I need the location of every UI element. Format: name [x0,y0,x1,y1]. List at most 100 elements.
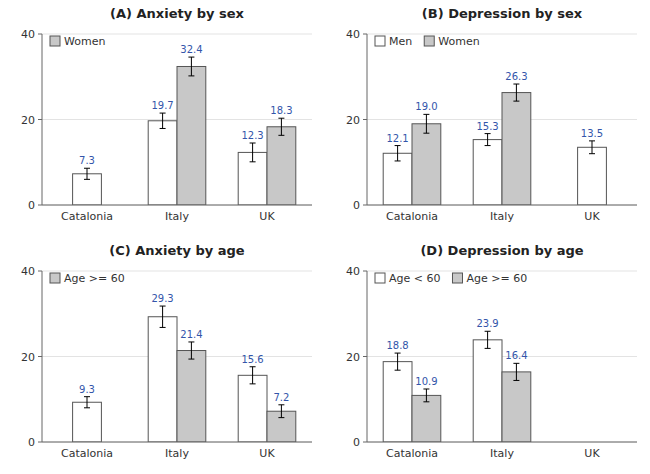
bar [502,372,531,442]
error-bar [84,397,90,408]
error-bar [423,114,429,133]
legend: Women [50,35,105,48]
grid-line [42,442,312,443]
bar [267,127,296,205]
panel: (D) Depression by age0204018.810.923.916… [346,243,637,460]
error-bar [250,143,256,162]
plot-area [73,306,296,442]
x-axis [42,205,312,206]
x-tick-label: Catalonia [386,447,438,460]
data-label: 29.3 [151,293,173,304]
data-label: 32.4 [180,44,202,55]
error-bar [589,141,595,154]
error-bar [395,353,401,370]
y-tick [38,119,42,120]
y-tick-label: 20 [21,114,35,127]
data-label: 12.3 [241,130,263,141]
data-labels: 9.3 29.3 21.4 15.6 7.2 [79,293,289,403]
x-axis [367,205,637,206]
error-bar [485,134,491,146]
y-tick [38,34,42,35]
error-bar [395,146,401,161]
x-tick-label: Catalonia [61,210,113,223]
legend-item: Age >= 60 [452,272,527,285]
x-tick-label: Catalonia [386,210,438,223]
data-label: 15.6 [241,354,263,365]
error-bar [513,84,519,101]
title: (C) Anxiety by age [109,243,245,258]
data-label: 18.8 [386,340,408,351]
legend-item: Men [375,35,412,48]
data-label: 16.4 [505,350,527,361]
bar [412,395,441,442]
data-label: 26.3 [505,71,527,82]
y-tick [38,271,42,272]
x-tick-label: UK [259,447,275,460]
title: (B) Depression by sex [422,6,583,21]
legend: Men Women [375,35,480,48]
error-bar [278,405,284,418]
grid-line [367,205,637,206]
bar [578,147,607,205]
y-tick [363,34,367,35]
legend-swatch [424,36,434,46]
data-label: 19.7 [151,100,173,111]
y-tick [363,356,367,357]
y-tick [363,271,367,272]
legend-item: Women [50,35,105,48]
x-tick-label: UK [584,447,600,460]
error-bar [513,363,519,380]
legend-swatch [375,273,385,283]
y-tick [363,119,367,120]
bar [473,140,502,205]
bar [177,351,206,442]
legend-item: Women [424,35,479,48]
legend-item: Age >= 60 [50,272,125,285]
data-label: 18.3 [270,105,292,116]
bar [177,66,206,205]
data-labels: 12.119.015.326.313.5 [386,71,603,144]
figure: (A) Anxiety by sex020407.319.732.412.318… [0,0,650,474]
x-tick-label: UK [259,210,275,223]
data-label: 21.4 [180,329,202,340]
legend-label: Women [64,35,105,48]
bar [412,124,441,205]
y-tick-label: 20 [21,351,35,364]
data-label: 19.0 [415,101,437,112]
x-tick-label: Catalonia [61,447,113,460]
y-tick [38,442,42,443]
error-bar [250,367,256,384]
legend: Age >= 60 [50,272,125,285]
y-tick-label: 20 [346,351,360,364]
error-bar [188,57,194,76]
data-label: 9.3 [79,384,95,395]
y-axis [42,271,43,442]
data-label: 12.1 [386,133,408,144]
data-label: 7.2 [273,392,289,403]
y-axis [367,271,368,442]
bar [148,317,177,442]
x-tick-label: Italy [165,210,189,223]
legend-label: Men [389,35,412,48]
legend-label: Age >= 60 [466,272,527,285]
error-bar [160,306,166,327]
panel: (A) Anxiety by sex020407.319.732.412.318… [21,6,312,223]
x-tick-label: UK [584,210,600,223]
grid-line [42,205,312,206]
panel: (C) Anxiety by age020409.329.321.415.67.… [21,243,312,460]
panel: (B) Depression by sex0204012.119.015.326… [346,6,637,223]
bar [383,153,412,205]
plot-area [383,331,531,442]
y-tick-label: 0 [353,199,360,212]
plot-area [383,84,606,205]
y-tick-label: 40 [346,28,360,41]
error-bar [485,331,491,348]
y-axis [42,34,43,205]
title: (D) Depression by age [420,243,583,258]
legend-label: Age < 60 [389,272,440,285]
x-tick-label: Italy [490,447,514,460]
x-tick-label: Italy [165,447,189,460]
y-tick-label: 40 [346,265,360,278]
legend-item: Age < 60 [375,272,440,285]
y-tick-label: 20 [346,114,360,127]
